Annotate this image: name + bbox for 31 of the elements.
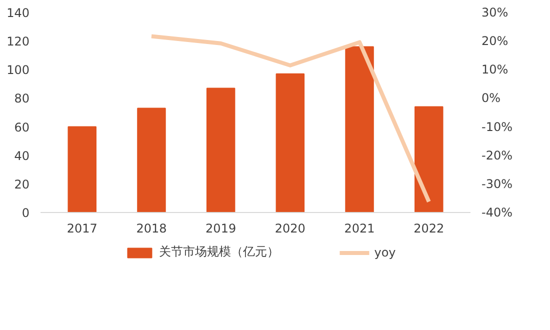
x-tick-label: 2021 (344, 222, 375, 236)
y-tick-label: 40 (14, 148, 30, 163)
bar (206, 88, 236, 212)
bar (137, 108, 166, 212)
y2-tick-label: 10% (482, 62, 508, 77)
y2-tick-label: 20% (482, 34, 508, 48)
legend-label: yoy (374, 245, 396, 259)
y-tick-label: 0 (22, 206, 30, 220)
y-tick-label: 60 (14, 120, 30, 134)
line-series (149, 34, 431, 204)
y2-tick-label: -40% (482, 206, 513, 220)
bar (414, 106, 444, 212)
y2-tick-label: 0% (482, 91, 501, 106)
bar (276, 73, 305, 212)
bar (68, 126, 96, 212)
x-tick-label: 2020 (274, 222, 306, 236)
y2-tick-label: -10% (482, 120, 513, 134)
y-tick-label: 140 (6, 6, 30, 20)
bar (345, 46, 374, 212)
y-tick-label: 100 (6, 63, 30, 78)
x-tick-label: 2017 (66, 222, 98, 236)
y-tick-label: 80 (14, 92, 30, 106)
x-tick-label: 2019 (206, 222, 236, 236)
legend-label: 关节市场规模（亿元） (159, 244, 280, 260)
y2-tick-label: 30% (482, 6, 508, 20)
y-tick-label: 20 (14, 177, 30, 192)
y2-tick-label: -30% (482, 176, 513, 191)
y-tick-label: 120 (6, 34, 30, 49)
y2-tick-label: -20% (482, 148, 513, 162)
x-tick-label: 2018 (136, 222, 167, 236)
x-tick-label: 2022 (414, 222, 444, 236)
